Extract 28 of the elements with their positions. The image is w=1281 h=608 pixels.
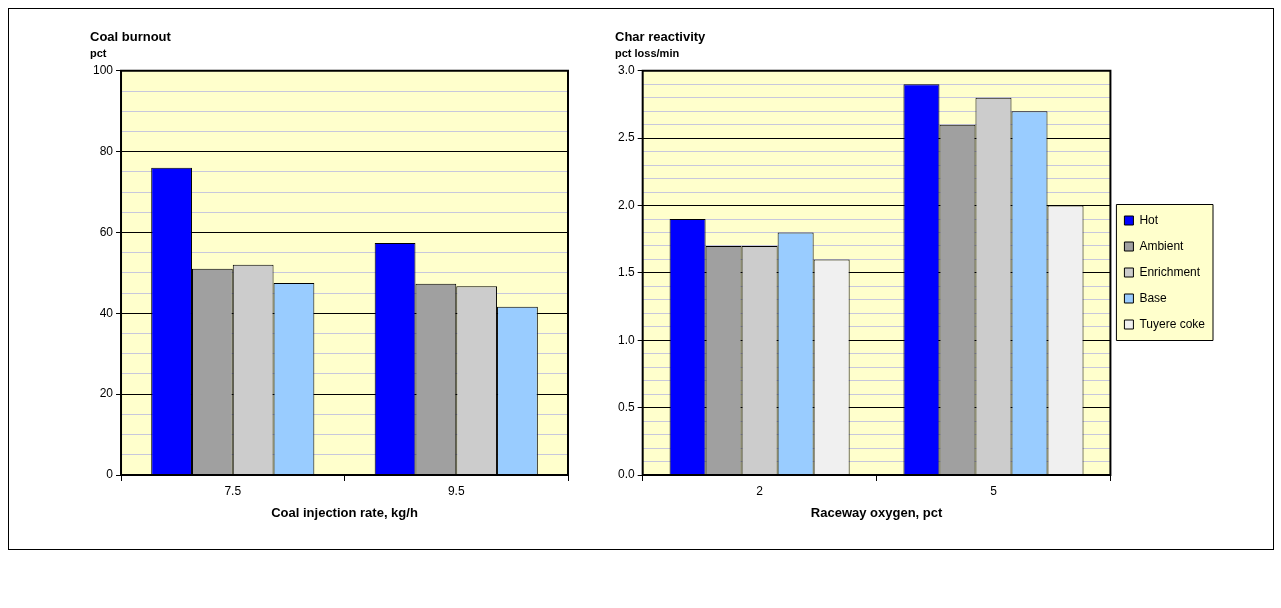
y-tick-label: 20	[99, 386, 114, 401]
y-tick-label: 0.5	[617, 399, 635, 414]
y-tick-label: 2.5	[617, 130, 635, 145]
y-tick-label: 2.0	[617, 197, 635, 212]
y-tick-label: 0	[106, 467, 114, 482]
y-tick-label: 1.5	[617, 265, 635, 280]
x-tick-label: 2	[756, 483, 764, 498]
y-tick-label: 100	[92, 63, 114, 78]
x-tick-label: 5	[990, 483, 998, 498]
y-tick-label: 40	[99, 305, 114, 320]
y-axis-title: pct loss/min	[615, 47, 680, 60]
y-tick-label: 0.0	[617, 467, 635, 482]
y-axis-title: pct	[90, 47, 107, 60]
legend-label: Enrichment	[1139, 264, 1201, 279]
legend-label: Hot	[1139, 212, 1159, 227]
legend-label: Base	[1139, 290, 1168, 305]
x-axis-title: Raceway oxygen, pct	[810, 504, 943, 520]
legend-label: Ambient	[1139, 238, 1185, 253]
x-axis-title: Coal injection rate, kg/h	[271, 504, 418, 520]
chart-title: Char reactivity	[615, 29, 707, 45]
y-tick-label: 3.0	[617, 63, 635, 78]
y-tick-label: 60	[99, 224, 114, 239]
chart-title: Coal burnout	[90, 29, 172, 45]
y-tick-label: 1.0	[617, 332, 635, 347]
x-tick-label: 7.5	[224, 483, 242, 498]
y-tick-label: 80	[99, 143, 114, 158]
x-tick-label: 9.5	[447, 483, 465, 498]
legend-label: Tuyere coke	[1139, 316, 1206, 331]
